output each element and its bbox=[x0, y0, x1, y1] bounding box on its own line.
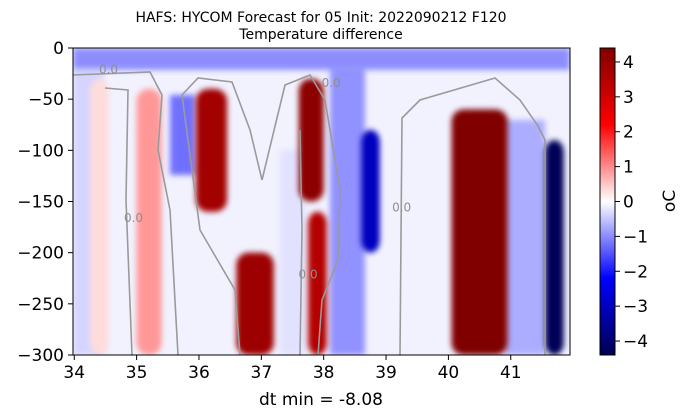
x-tick-label: 38 bbox=[313, 363, 335, 383]
x-tick-label: 36 bbox=[188, 363, 210, 383]
chart-title-line2: Temperature difference bbox=[238, 27, 402, 43]
colorbar-tick-label: −4 bbox=[623, 332, 648, 352]
x-tick-label: 37 bbox=[251, 363, 273, 383]
contour-label: 0.0 bbox=[299, 267, 318, 281]
plot-area: 0.0 0.0 0.0 0.0 0.0 bbox=[73, 48, 570, 355]
data-feature bbox=[298, 78, 324, 202]
y-tick-label: −300 bbox=[17, 346, 64, 366]
colorbar-tick-label: −3 bbox=[623, 297, 648, 317]
data-feature bbox=[361, 129, 380, 253]
y-tick-label: 0 bbox=[53, 39, 64, 59]
data-feature bbox=[308, 211, 327, 355]
data-feature bbox=[89, 78, 109, 355]
x-axis: 34 35 36 37 38 39 40 41 bbox=[63, 355, 522, 383]
x-axis-label: dt min = -8.08 bbox=[259, 390, 383, 410]
x-tick-label: 35 bbox=[126, 363, 148, 383]
y-tick-label: −150 bbox=[17, 193, 64, 213]
data-feature bbox=[136, 88, 162, 355]
contour-line bbox=[104, 87, 133, 355]
x-tick-label: 39 bbox=[375, 363, 397, 383]
contour-line bbox=[261, 74, 341, 355]
colorbar: 4 3 2 1 0 −1 −2 −3 −4 oC bbox=[599, 47, 680, 356]
colorbar-tick-label: 4 bbox=[623, 53, 634, 73]
data-feature bbox=[195, 88, 228, 212]
x-tick-label: 41 bbox=[500, 363, 522, 383]
data-feature bbox=[451, 109, 508, 355]
y-tick-label: −250 bbox=[17, 295, 64, 315]
colorbar-tick-label: −1 bbox=[623, 227, 648, 247]
y-tick-label: −200 bbox=[17, 244, 64, 264]
colorbar-tick-label: −2 bbox=[623, 262, 648, 282]
contour-label: 0.0 bbox=[392, 201, 411, 215]
contour-line bbox=[299, 129, 303, 355]
y-axis: 0 −50 −100 −150 −200 −250 −300 bbox=[17, 39, 73, 366]
data-features bbox=[89, 78, 564, 355]
colorbar-gradient bbox=[599, 47, 616, 356]
x-tick-label: 40 bbox=[438, 363, 460, 383]
colorbar-label: oC bbox=[660, 190, 680, 212]
contour-label: 0.0 bbox=[322, 76, 341, 90]
contour-line bbox=[399, 77, 546, 355]
y-tick-label: −50 bbox=[28, 90, 64, 110]
zero-contours bbox=[73, 71, 546, 355]
contour-line bbox=[181, 77, 263, 181]
contour-line bbox=[73, 71, 179, 355]
contour-labels: 0.0 0.0 0.0 0.0 0.0 bbox=[99, 63, 411, 282]
contour-line bbox=[181, 94, 241, 355]
data-feature bbox=[545, 140, 564, 355]
colorbar-tick-label: 2 bbox=[623, 123, 634, 143]
chart-title-line1: HAFS: HYCOM Forecast for 05 Init: 202209… bbox=[135, 10, 506, 26]
contour-label: 0.0 bbox=[124, 211, 143, 225]
colorbar-tick-label: 3 bbox=[623, 88, 634, 108]
colorbar-ticks: 4 3 2 1 0 −1 −2 −3 −4 bbox=[615, 53, 648, 352]
x-tick-label: 34 bbox=[63, 363, 85, 383]
colorbar-tick-label: 1 bbox=[623, 158, 634, 178]
data-feature bbox=[236, 252, 274, 355]
colorbar-tick-label: 0 bbox=[623, 193, 634, 213]
contour-label: 0.0 bbox=[99, 63, 118, 77]
y-tick-label: −100 bbox=[17, 141, 64, 161]
